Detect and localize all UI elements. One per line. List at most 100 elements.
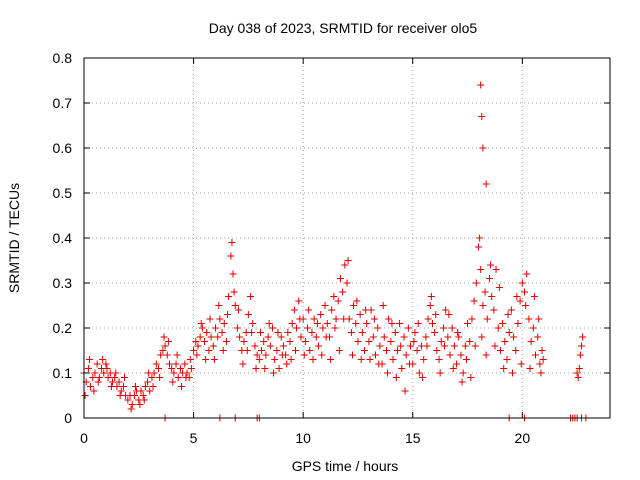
data-point xyxy=(427,293,435,300)
data-point xyxy=(284,329,292,336)
data-point xyxy=(358,329,366,336)
data-point xyxy=(107,383,115,390)
data-point xyxy=(164,338,172,345)
data-point xyxy=(201,338,209,345)
data-point xyxy=(352,320,360,327)
data-point xyxy=(369,333,377,341)
data-point xyxy=(328,306,336,314)
data-point xyxy=(231,302,239,309)
data-point xyxy=(99,356,107,363)
data-point xyxy=(197,320,205,327)
data-point xyxy=(327,356,335,363)
data-point xyxy=(233,324,241,332)
data-points xyxy=(80,81,590,422)
data-point xyxy=(265,320,273,327)
data-point xyxy=(574,374,582,381)
data-point xyxy=(442,306,450,314)
data-point xyxy=(247,293,255,300)
data-point xyxy=(102,360,110,368)
data-point xyxy=(435,356,443,363)
data-point xyxy=(388,320,396,327)
data-point xyxy=(339,288,347,296)
data-point xyxy=(300,351,308,359)
data-point xyxy=(139,392,147,399)
data-point xyxy=(385,315,393,323)
data-point xyxy=(336,275,344,282)
data-point xyxy=(413,347,421,354)
data-point xyxy=(256,329,264,336)
data-point xyxy=(432,311,440,318)
data-point xyxy=(108,378,116,386)
data-point xyxy=(431,329,439,336)
data-point xyxy=(530,293,538,300)
chart-grid xyxy=(84,58,610,418)
data-point xyxy=(445,311,453,318)
data-point xyxy=(415,369,423,377)
data-point xyxy=(529,324,537,332)
data-point xyxy=(159,347,167,354)
y-tick-label: 0.7 xyxy=(53,95,73,111)
data-point xyxy=(301,338,309,345)
data-point xyxy=(309,356,317,363)
data-point xyxy=(275,365,283,372)
data-point xyxy=(214,333,222,341)
data-point xyxy=(202,356,210,363)
data-point xyxy=(444,333,452,341)
data-point xyxy=(84,365,92,372)
data-point xyxy=(227,252,235,260)
data-point xyxy=(462,356,470,363)
data-point xyxy=(353,297,361,305)
data-point xyxy=(426,302,434,309)
data-point xyxy=(132,383,140,390)
data-point xyxy=(449,365,457,372)
data-point xyxy=(363,320,371,327)
data-point xyxy=(439,324,447,332)
data-point xyxy=(503,356,511,363)
data-point xyxy=(330,293,338,300)
data-point xyxy=(446,351,454,359)
data-point xyxy=(470,297,478,305)
data-point xyxy=(488,293,496,300)
data-point xyxy=(146,387,154,395)
data-point xyxy=(468,315,476,323)
data-point xyxy=(239,360,247,368)
data-point xyxy=(485,275,493,282)
data-point xyxy=(317,311,325,318)
data-point xyxy=(224,311,232,318)
x-tick-label: 10 xyxy=(295,430,311,446)
data-point xyxy=(182,374,190,381)
data-point xyxy=(450,342,458,350)
y-tick-label: 0.4 xyxy=(53,230,73,246)
data-point xyxy=(504,311,512,318)
data-point xyxy=(181,360,189,368)
data-point xyxy=(347,329,355,336)
data-point xyxy=(370,315,378,323)
data-point xyxy=(538,347,546,354)
data-point xyxy=(286,338,294,345)
data-point xyxy=(243,347,251,354)
data-point xyxy=(499,320,507,327)
data-point xyxy=(169,378,177,386)
data-point xyxy=(297,333,305,341)
data-point xyxy=(323,320,331,327)
data-point xyxy=(149,383,157,390)
data-point xyxy=(100,369,108,377)
data-point xyxy=(384,369,392,377)
data-point xyxy=(127,405,135,413)
data-point xyxy=(270,369,278,377)
data-point xyxy=(207,333,215,341)
data-point xyxy=(305,306,313,314)
x-tick-label: 0 xyxy=(80,430,88,446)
data-point xyxy=(283,360,291,368)
data-point xyxy=(344,257,352,264)
data-point xyxy=(410,338,418,345)
data-point xyxy=(240,338,248,345)
data-point xyxy=(144,378,152,386)
data-point xyxy=(137,387,145,395)
data-point xyxy=(165,360,173,368)
data-point xyxy=(414,320,422,327)
data-point xyxy=(366,356,374,363)
data-point xyxy=(278,351,286,359)
data-point xyxy=(437,338,445,345)
